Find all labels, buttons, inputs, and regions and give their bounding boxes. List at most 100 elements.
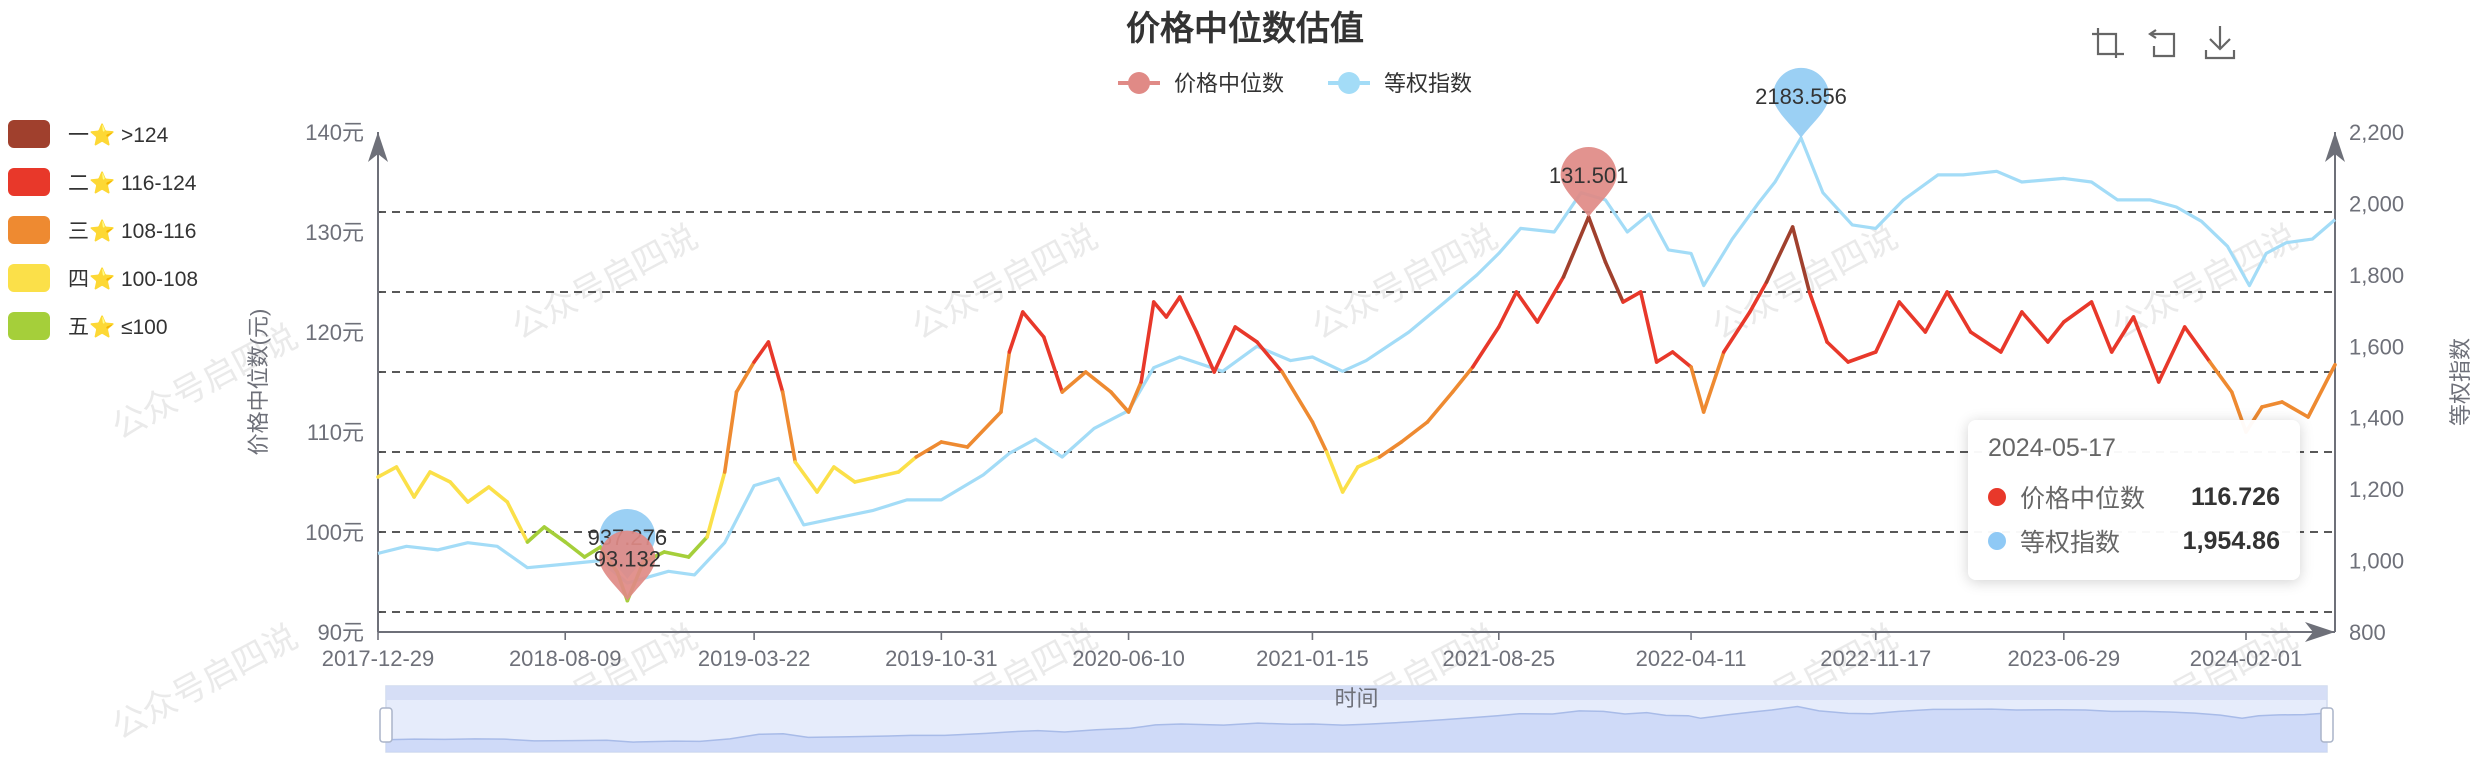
series-segment-median-price [563,540,587,559]
series-segment-median-price [939,440,970,449]
tooltip-series-value: 116.726 [2191,482,2280,511]
zoom-move-bar[interactable] [386,686,2327,700]
right-tick-label: 1,400 [2349,406,2404,431]
zoom-handle-left[interactable] [379,707,393,743]
series-segment-median-price [1603,260,1625,304]
pin-label: 131.501 [1549,163,1629,188]
series-segment-median-price [1790,225,1812,294]
series-segment-median-price [2131,315,2161,384]
left-tick-label: 140元 [305,120,364,145]
series-segment-median-price [394,465,416,499]
legend: 价格中位数 等权指数 [1118,71,1472,96]
series-segment-median-price [2182,325,2212,364]
visual-map: 一⭐ >124 二⭐ 116-124 三⭐ 108-116 四⭐ 100-108 五⭐ … [8,120,198,340]
legend-dot-icon [1338,72,1360,94]
series-segment-median-price [2260,400,2284,409]
pin-median-min[interactable]: 93.132 [594,530,661,601]
visual-map-label: 二⭐ 116-124 [68,170,197,195]
series-segment-median-price [487,485,510,504]
data-zoom-slider[interactable]: 时间 [379,685,2334,753]
tooltip-series-name: 价格中位数 [2020,485,2146,513]
series-segment-median-price [1255,340,1284,374]
watermark-text: 公众号启四说 [2106,218,2304,347]
series-segment-median-price [686,535,709,559]
series-segment-median-price [874,470,901,479]
legend-item-1[interactable]: 等权指数 [1328,71,1472,96]
series-segment-median-price [662,550,691,559]
right-tick-label: 1,600 [2349,334,2404,359]
tooltip-row-index: 等权指数 1,954.86 [1988,519,2280,563]
series-segment-median-price [853,475,879,484]
series-segment-median-price [1060,370,1088,394]
series-segment-median-price [1722,310,1752,354]
x-tick-label: 2024-02-01 [2190,646,2303,671]
right-tick-label: 1,000 [2349,549,2404,574]
series-segment-median-price [1109,390,1131,414]
x-axis-title: 时间 [1334,686,1378,711]
tooltip: 2024-05-17 价格中位数 116.726 等权指数 1,954.86 [1968,420,2300,580]
series-segment-median-price [1654,350,1675,364]
pin-marker-icon [599,530,656,601]
left-tick-label: 130元 [305,220,364,245]
series-segment-median-price [832,465,857,484]
series-segment-median-price [1233,325,1259,344]
tooltip-series-name: 等权指数 [2020,529,2121,557]
visual-map-label: 三⭐ 108-116 [68,218,197,243]
series-segment-median-price [914,440,944,459]
series-segment-median-price [448,480,470,504]
pin-median-max[interactable]: 131.501 [1549,146,1629,217]
left-tick-label: 90元 [318,620,364,645]
x-tick-label: 2017-12-29 [322,646,435,671]
series-segment-median-price [1126,380,1143,414]
series-segment-median-price [2089,300,2114,354]
zoom-reset-icon[interactable] [2148,29,2176,58]
zoom-preview-area [386,706,2327,752]
legend-item-0[interactable]: 价格中位数 [1118,71,1284,96]
series-segment-median-price [705,470,727,539]
x-tick-label: 2019-03-22 [698,646,811,671]
series-segment-median-price [1470,325,1501,369]
watermark-text: 公众号启四说 [1706,218,1904,347]
series-segment-median-price [1450,365,1475,394]
download-icon[interactable] [2204,26,2236,60]
visual-map-piece-2[interactable]: 三⭐ 108-116 [8,216,197,244]
series-segment-median-price [1164,295,1182,319]
legend-dot-icon [1128,72,1150,94]
visual-map-piece-4[interactable]: 五⭐ ≤100 [8,312,168,340]
tooltip-dot-icon [1988,488,2006,506]
x-tick-label: 2022-11-17 [1820,646,1931,671]
series-segment-median-price [896,455,918,474]
series-segment-median-price [1807,290,1829,344]
visual-map-label: 一⭐ >124 [68,122,169,147]
tooltip-date: 2024-05-17 [1988,434,2116,462]
visual-map-piece-1[interactable]: 二⭐ 116-124 [8,168,197,196]
visual-map-piece-0[interactable]: 一⭐ >124 [8,120,169,148]
visual-map-label: 四⭐ 100-108 [68,266,198,291]
tooltip-row-median: 价格中位数 116.726 [1988,475,2280,519]
series-segment-median-price [1689,365,1706,414]
series-segment-median-price [2020,310,2050,344]
x-tick-label: 2021-01-15 [1256,646,1369,671]
series-segment-median-price [1923,290,1949,334]
series-segment-median-price [1399,420,1430,444]
pin-index-max[interactable]: 2183.556 [1755,67,1847,138]
left-tick-label: 120元 [305,320,364,345]
tooltip-series-value: 1,954.86 [2182,526,2280,555]
series-segment-median-price [2156,325,2187,384]
x-tick-label: 2021-08-25 [1443,646,1556,671]
visual-map-piece-3[interactable]: 四⭐ 100-108 [8,264,198,292]
zoom-icon[interactable] [2092,28,2124,58]
series-segment-median-price [780,390,798,464]
watermark-text: 公众号启四说 [1306,218,1504,347]
x-tick-label: 2020-06-10 [1072,646,1185,671]
x-tick-label: 2018-08-09 [509,646,622,671]
series-segment-median-price [1324,450,1345,494]
series-segment-median-price [2306,362,2337,419]
series-segment-median-price [1846,350,1878,364]
zoom-handle-right[interactable] [2320,707,2334,743]
series-segment-median-price [542,525,568,544]
pin-marker-icon [1560,146,1617,217]
